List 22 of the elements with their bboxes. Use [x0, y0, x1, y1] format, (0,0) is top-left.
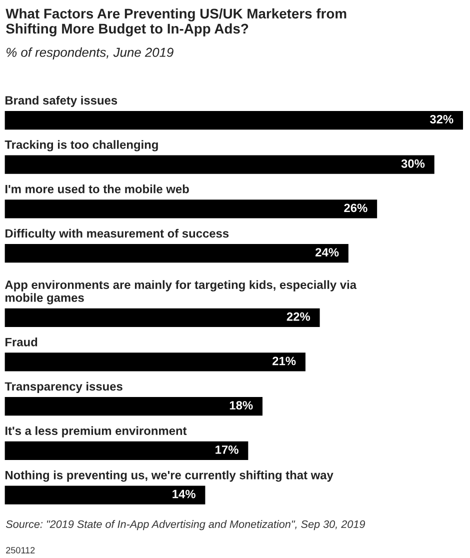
y-tick-label: Tracking is too challenging — [4, 140, 158, 152]
chart-title: What Factors Are Preventing US/UK Marketers from Shifting More Budget to In-App Ads? — [6, 8, 346, 36]
data-label: 32% — [430, 115, 454, 124]
data-label: 26% — [344, 204, 368, 212]
y-tick-label: It's a less premium environment — [6, 426, 187, 438]
y-tick-label: Transparency issues — [4, 382, 122, 394]
annotation: Source: "2019 State of In-App Advertising and Monetization", Sep 30, 2019 — [6, 520, 366, 530]
y-tick-label: Difficulty with measurement of success — [6, 228, 229, 240]
y-tick-label: Brand safety issues — [6, 96, 118, 107]
y-tick-label: I'm more used to the mobile web — [6, 184, 189, 194]
text: 250112 — [6, 547, 35, 554]
data-label: 14% — [172, 490, 196, 498]
y-tick-label: Fraud — [6, 338, 38, 346]
data-label: 17% — [216, 445, 238, 454]
y-tick-label: Nothing is preventing us, we're currently shifting that way — [6, 470, 334, 482]
data-label: 24% — [316, 248, 339, 256]
y-tick-label: App environments are mainly for targeting kids, especially via mobile games — [4, 280, 357, 304]
data-label: 22% — [286, 312, 310, 321]
data-label: 21% — [272, 356, 296, 366]
data-label: 18% — [230, 401, 253, 410]
data-label: 30% — [401, 159, 425, 168]
chart-subtitle: % of respondents, June 2019 — [6, 47, 174, 60]
